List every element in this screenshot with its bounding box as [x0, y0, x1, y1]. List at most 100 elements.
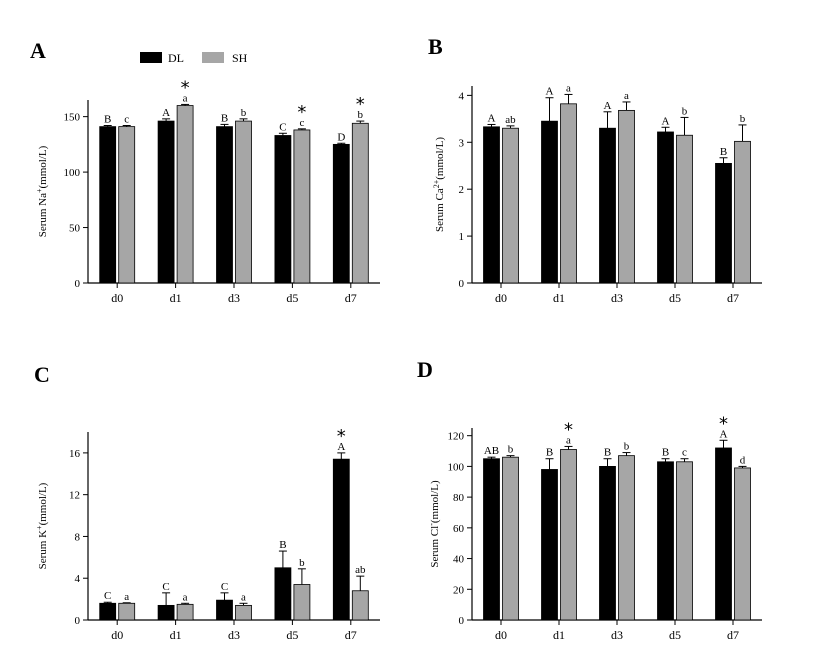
- bar-sh: [293, 584, 311, 621]
- bar-sh: [502, 127, 519, 284]
- bar-dl: [715, 162, 732, 284]
- significance-star: *: [719, 413, 728, 434]
- significance-letter: c: [299, 117, 304, 129]
- bar-sh: [235, 120, 252, 284]
- x-tick-label: d0: [111, 291, 123, 305]
- panel-label: B: [428, 34, 443, 59]
- y-tick-label: 0: [75, 615, 81, 627]
- significance-star: *: [356, 94, 365, 115]
- significance-letter: C: [162, 581, 169, 593]
- y-tick-label: 60: [453, 523, 465, 535]
- significance-letter: a: [183, 92, 188, 104]
- significance-letter: A: [720, 428, 728, 440]
- y-tick-label: 8: [75, 531, 81, 543]
- y-axis-label: Serum Ca2+(mmol/L): [432, 137, 447, 232]
- y-tick-label: 100: [448, 461, 465, 473]
- x-tick-label: d5: [669, 291, 681, 305]
- y-tick-label: 50: [69, 223, 81, 235]
- y-axis-label: Serum Na+(mmol/L): [35, 145, 50, 237]
- significance-star: *: [337, 426, 346, 447]
- y-axis-label: Serum K+(mmol/L): [35, 482, 50, 569]
- x-tick-label: d3: [611, 291, 623, 305]
- significance-letter: b: [508, 444, 514, 456]
- y-axis-label: Serum Cl-(mmol/L): [427, 480, 442, 568]
- significance-star: *: [181, 77, 190, 98]
- bar-dl: [216, 126, 233, 284]
- bar-sh: [502, 456, 519, 621]
- significance-star: *: [564, 419, 573, 440]
- bar-sh: [351, 122, 369, 284]
- bar-dl: [99, 126, 117, 284]
- bar-dl: [657, 461, 674, 621]
- significance-letter: A: [162, 107, 170, 119]
- bar-dl: [157, 604, 175, 621]
- chart-panel-c: C 0 4 8 12 16 Serum K+(mmol/L) d0 C a d1 Ca d3 Ca d5 Bb…: [34, 362, 380, 642]
- bar-dl: [332, 143, 350, 284]
- significance-letter: b: [624, 441, 630, 453]
- bar-dl: [541, 469, 558, 621]
- significance-letter: D: [337, 131, 345, 143]
- y-tick-label: 3: [459, 137, 465, 149]
- significance-letter: b: [682, 105, 688, 117]
- significance-star: *: [297, 102, 306, 123]
- bar-dl: [483, 126, 500, 284]
- bar-sh: [118, 126, 136, 284]
- x-tick-label: d3: [228, 291, 240, 305]
- bar-dl: [99, 602, 117, 621]
- x-tick-label: d1: [553, 291, 565, 305]
- x-tick-label: d5: [286, 628, 298, 642]
- significance-letter: A: [488, 112, 496, 124]
- x-tick-label: d3: [228, 628, 240, 642]
- significance-letter: C: [221, 581, 228, 593]
- significance-letter: ab: [355, 564, 366, 576]
- panel-label: D: [417, 357, 433, 382]
- significance-letter: a: [124, 591, 129, 603]
- bar-dl: [274, 567, 292, 621]
- significance-letter: B: [104, 114, 111, 126]
- significance-letter: a: [183, 591, 188, 603]
- x-tick-label: d7: [727, 628, 739, 642]
- y-tick-label: 2: [459, 184, 465, 196]
- y-tick-label: 80: [453, 492, 465, 504]
- panel-label: A: [30, 38, 46, 63]
- significance-letter: B: [279, 539, 286, 551]
- y-tick-label: 40: [453, 554, 465, 566]
- significance-letter: c: [124, 114, 129, 126]
- significance-letter: B: [546, 447, 553, 459]
- legend-swatch-sh: [202, 52, 224, 63]
- significance-letter: b: [299, 557, 305, 569]
- bar-sh: [118, 602, 136, 621]
- x-tick-label: d5: [286, 291, 298, 305]
- bar-sh: [676, 461, 693, 621]
- bar-sh: [734, 467, 751, 621]
- x-tick-label: d5: [669, 628, 681, 642]
- x-tick-label: d1: [170, 628, 182, 642]
- chart-panel-b: B 0 1 2 3 4 Serum Ca2+(mmol/L) d0 A ab d1 A a d3 Aa d5 A…: [428, 34, 762, 305]
- x-tick-label: d1: [553, 628, 565, 642]
- significance-letter: C: [104, 590, 111, 602]
- significance-letter: a: [241, 591, 246, 603]
- y-tick-label: 1: [459, 231, 465, 243]
- significance-letter: c: [682, 447, 687, 459]
- significance-letter: B: [604, 447, 611, 459]
- legend-swatch-dl: [140, 52, 162, 63]
- significance-letter: A: [604, 100, 612, 112]
- legend: DL SH: [140, 51, 248, 65]
- x-tick-label: d1: [170, 291, 182, 305]
- bar-sh: [618, 109, 635, 284]
- bar-dl: [599, 127, 616, 284]
- significance-letter: b: [740, 113, 746, 125]
- y-tick-label: 4: [459, 90, 465, 102]
- significance-letter: B: [662, 447, 669, 459]
- significance-letter: A: [546, 86, 554, 98]
- legend-label-sh: SH: [232, 51, 248, 65]
- bar-dl: [599, 465, 616, 621]
- x-tick-label: d0: [111, 628, 123, 642]
- bar-dl: [216, 599, 233, 621]
- x-tick-label: d7: [345, 628, 357, 642]
- x-tick-label: d3: [611, 628, 623, 642]
